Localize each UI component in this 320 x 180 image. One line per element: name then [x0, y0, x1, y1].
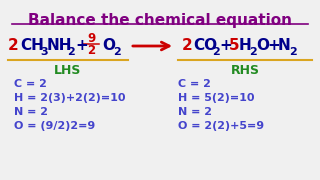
Text: Balance the chemical equation: Balance the chemical equation — [28, 13, 292, 28]
Text: N = 2: N = 2 — [178, 107, 212, 117]
Text: RHS: RHS — [230, 64, 260, 78]
Text: H: H — [239, 39, 252, 53]
Text: CO: CO — [193, 39, 217, 53]
Text: 2: 2 — [249, 47, 257, 57]
Text: N = 2: N = 2 — [14, 107, 48, 117]
Text: 5: 5 — [229, 39, 240, 53]
Text: 9: 9 — [87, 33, 95, 46]
Text: 2: 2 — [182, 39, 193, 53]
Text: C = 2: C = 2 — [14, 79, 47, 89]
Text: 2: 2 — [212, 47, 220, 57]
Text: NH: NH — [47, 39, 73, 53]
Text: 2: 2 — [8, 39, 19, 53]
Text: H = 5(2)=10: H = 5(2)=10 — [178, 93, 254, 103]
Text: 2: 2 — [113, 47, 121, 57]
Text: +: + — [75, 39, 88, 53]
Text: N: N — [278, 39, 291, 53]
Text: H = 2(3)+2(2)=10: H = 2(3)+2(2)=10 — [14, 93, 125, 103]
Text: 2: 2 — [289, 47, 297, 57]
Text: O = (9/2)2=9: O = (9/2)2=9 — [14, 121, 95, 131]
Text: O: O — [256, 39, 269, 53]
Text: 2: 2 — [87, 44, 95, 57]
Text: +: + — [267, 39, 280, 53]
Text: CH: CH — [20, 39, 44, 53]
Text: O: O — [102, 39, 115, 53]
Text: C = 2: C = 2 — [178, 79, 211, 89]
Text: O = 2(2)+5=9: O = 2(2)+5=9 — [178, 121, 264, 131]
Text: 2: 2 — [67, 47, 75, 57]
Text: 3: 3 — [40, 47, 48, 57]
Text: +: + — [219, 39, 232, 53]
Text: LHS: LHS — [54, 64, 82, 78]
